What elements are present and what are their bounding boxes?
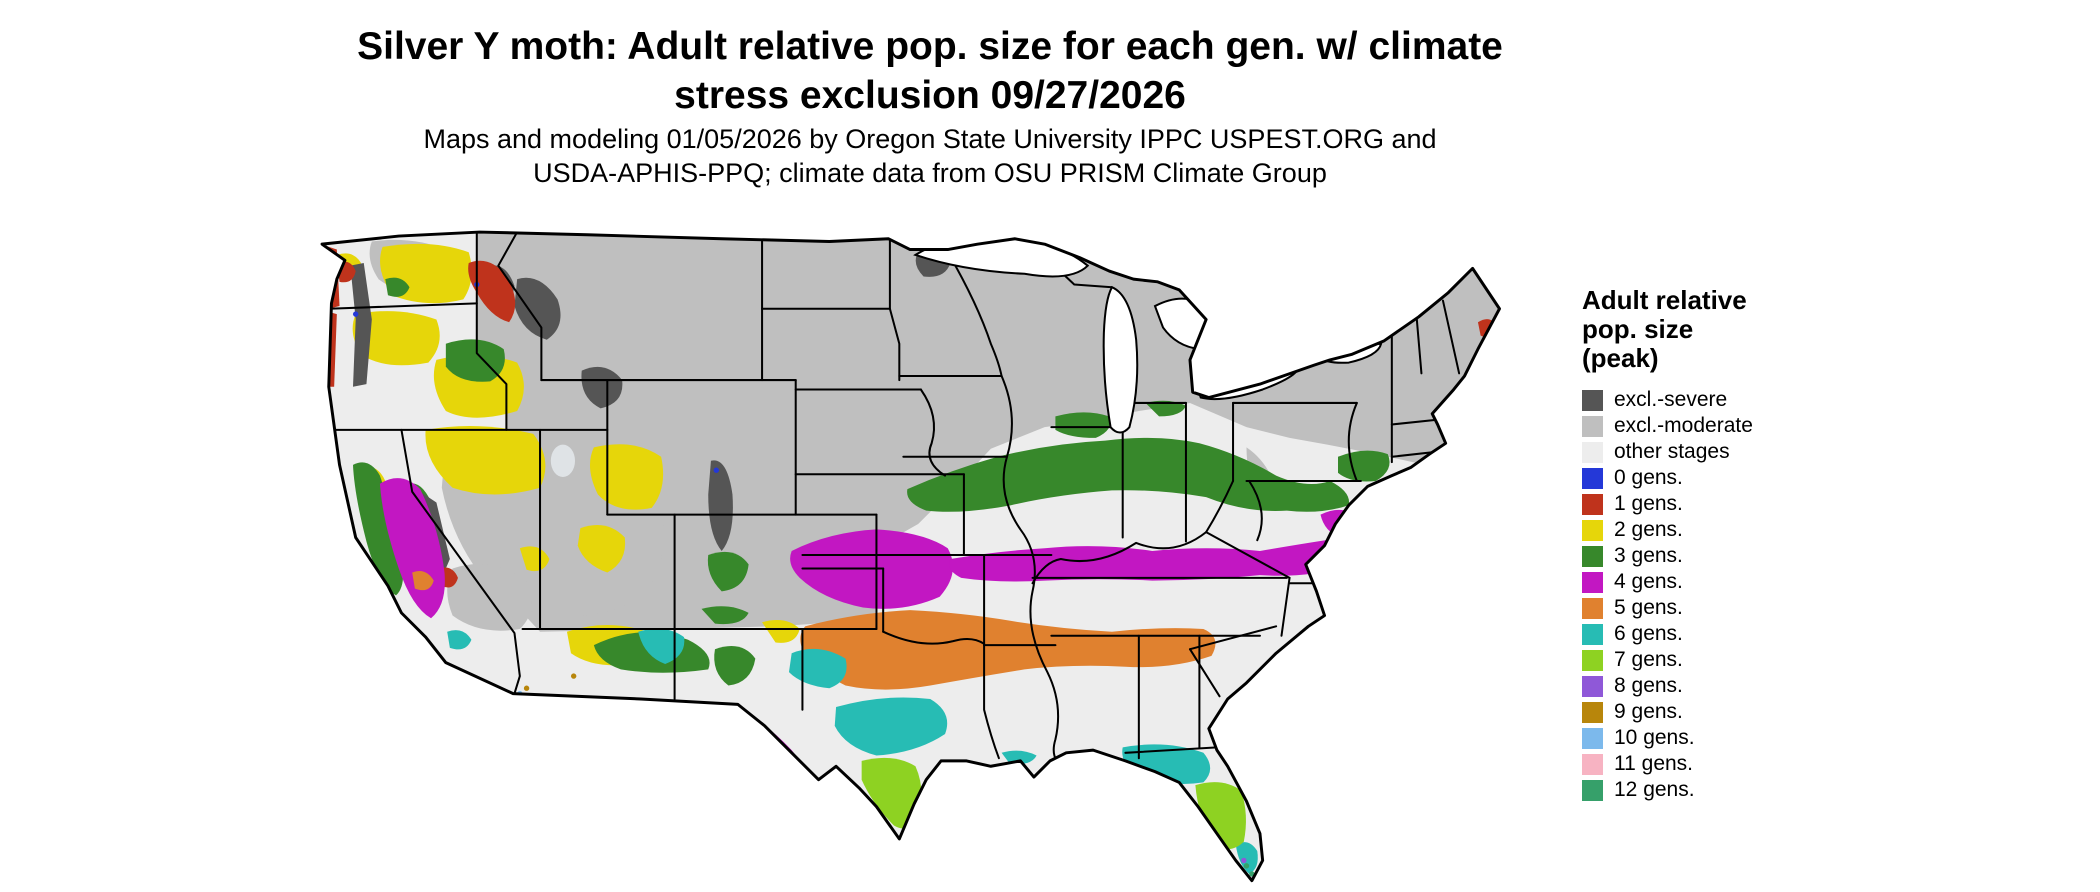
legend-item: 2 gens. [1582, 517, 1882, 543]
legend-item: 3 gens. [1582, 543, 1882, 569]
map-regions-9-gens [523, 673, 577, 691]
great-salt-lake [550, 444, 576, 477]
legend-label: 2 gens. [1614, 518, 1683, 541]
legend-swatch [1582, 441, 1603, 463]
map-regions-5-gens [412, 570, 1216, 690]
legend-item: 10 gens. [1582, 725, 1882, 751]
page-subtitle: Maps and modeling 01/05/2026 by Oregon S… [180, 122, 1680, 190]
us-map-svg [320, 230, 1501, 883]
legend-item: 12 gens. [1582, 777, 1882, 803]
legend-swatch [1582, 727, 1603, 749]
map-regions-3-gens-east [907, 400, 1390, 512]
legend-label: 5 gens. [1614, 596, 1683, 619]
legend-swatch [1582, 753, 1603, 775]
legend-title-line-3: (peak) [1582, 343, 1659, 373]
legend-label: 11 gens. [1614, 752, 1694, 775]
legend-title: Adult relative pop. size (peak) [1582, 286, 1882, 373]
legend-swatch [1582, 467, 1603, 489]
legend-swatch [1582, 493, 1603, 515]
legend-item: excl.-severe [1582, 387, 1882, 413]
lake-michigan [1102, 285, 1139, 434]
legend-label: 6 gens. [1614, 622, 1683, 645]
legend-item: 7 gens. [1582, 647, 1882, 673]
map-regions-8-gens [902, 828, 1247, 864]
legend-label: excl.-severe [1614, 388, 1728, 411]
legend-swatch [1582, 649, 1603, 671]
title-line-1: Silver Y moth: Adult relative pop. size … [357, 25, 1503, 68]
legend-label: 8 gens. [1614, 674, 1683, 697]
state-borders [327, 232, 1461, 762]
legend-label: 1 gens. [1614, 492, 1683, 515]
legend-item: 1 gens. [1582, 491, 1882, 517]
legend-item: 4 gens. [1582, 569, 1882, 595]
us-outline [320, 230, 1501, 883]
legend-item: 6 gens. [1582, 621, 1882, 647]
legend-item: 11 gens. [1582, 751, 1882, 777]
legend-label: 3 gens. [1614, 544, 1683, 567]
legend-swatch [1582, 571, 1603, 593]
legend-swatch [1582, 597, 1603, 619]
legend-title-line-2: pop. size [1582, 314, 1694, 344]
legend-title-line-1: Adult relative [1582, 285, 1747, 315]
legend-swatch [1582, 779, 1603, 801]
legend-label: 10 gens. [1614, 726, 1695, 749]
legend-item: other stages [1582, 439, 1882, 465]
legend-item: 5 gens. [1582, 595, 1882, 621]
legend-label: 12 gens. [1614, 778, 1695, 801]
legend-label: 4 gens. [1614, 570, 1683, 593]
legend-label: 9 gens. [1614, 700, 1683, 723]
legend-label: 0 gens. [1614, 466, 1683, 489]
legend-swatch [1582, 701, 1603, 723]
legend-swatch [1582, 415, 1603, 437]
subtitle-line-2: USDA-APHIS-PPQ; climate data from OSU PR… [533, 158, 1327, 188]
legend-label: 7 gens. [1614, 648, 1683, 671]
legend-label: excl.-moderate [1614, 414, 1753, 437]
legend-item: 8 gens. [1582, 673, 1882, 699]
legend-swatch [1582, 623, 1603, 645]
page-title: Silver Y moth: Adult relative pop. size … [180, 22, 1680, 120]
legend-swatch [1582, 675, 1603, 697]
map-layers [322, 232, 1500, 881]
legend-swatch [1582, 519, 1603, 541]
title-line-2: stress exclusion 09/27/2026 [674, 74, 1186, 117]
map-regions-11-gens [1254, 877, 1260, 881]
legend-item: 0 gens. [1582, 465, 1882, 491]
legend-swatch [1582, 389, 1603, 411]
legend-label: other stages [1614, 440, 1730, 463]
legend-item: excl.-moderate [1582, 413, 1882, 439]
legend: Adult relative pop. size (peak) excl.-se… [1582, 286, 1882, 803]
legend-swatch [1582, 545, 1603, 567]
legend-item: 9 gens. [1582, 699, 1882, 725]
us-generation-map [318, 224, 1556, 886]
subtitle-line-1: Maps and modeling 01/05/2026 by Oregon S… [423, 124, 1437, 154]
